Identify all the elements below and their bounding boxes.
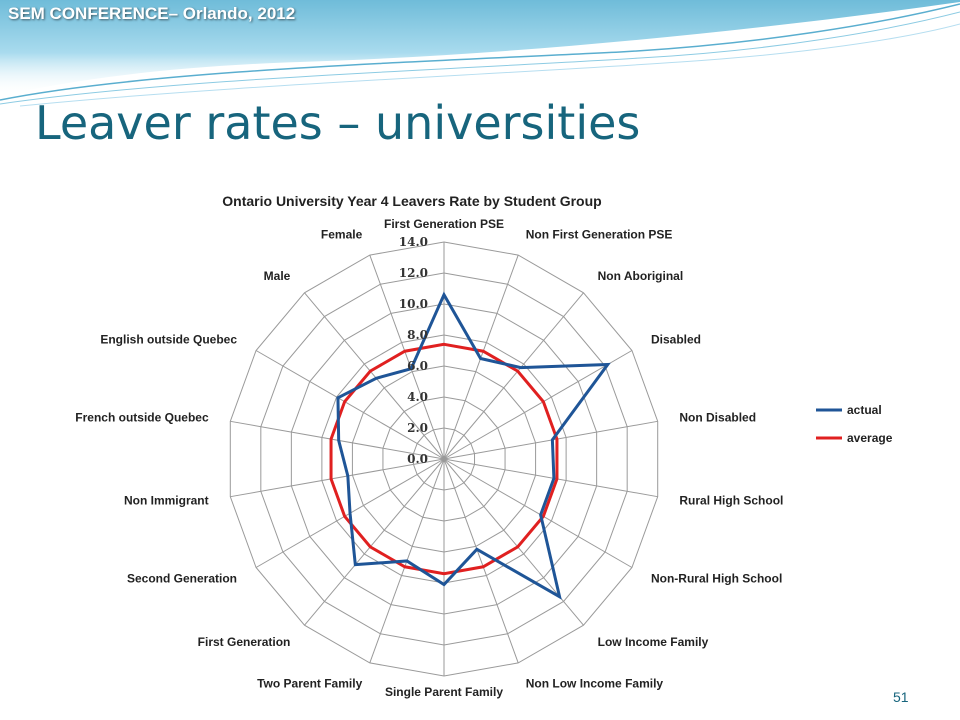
grid-spoke [255, 350, 445, 460]
chart-title: Ontario University Year 4 Leavers Rate b… [222, 193, 601, 209]
grid-spoke [230, 458, 445, 498]
grid-spoke [443, 458, 584, 626]
tick-label: 4.0 [407, 390, 428, 404]
page-number: 51 [893, 689, 909, 705]
tick-label: 6.0 [407, 359, 428, 373]
radial-ticks: 0.0 2.0 4.0 6.0 8.0 10.0 12.0 14.0 [399, 235, 428, 466]
tick-label: 8.0 [407, 328, 428, 342]
grid-spoke [443, 458, 658, 498]
tick-label: 12.0 [399, 266, 428, 280]
grid-spoke [443, 458, 633, 568]
slide-title: Leaver rates – universities [35, 96, 641, 150]
category-label: First Generation [198, 635, 291, 649]
category-label: Non Low Income Family [526, 677, 664, 691]
grid-spoke [230, 420, 445, 460]
category-label: Single Parent Family [385, 685, 503, 699]
grid-spoke [443, 458, 519, 664]
category-label: English outside Quebec [100, 333, 237, 347]
category-label: Two Parent Family [257, 677, 362, 691]
category-label: Non Disabled [679, 410, 756, 424]
category-label: First Generation PSE [384, 217, 504, 231]
category-label: Non-Rural High School [651, 572, 782, 586]
radar-grid [229, 241, 659, 677]
conference-title: SEM CONFERENCE– Orlando, 2012 [8, 4, 296, 23]
legend-label: actual [847, 403, 882, 417]
category-label: Non Aboriginal [598, 269, 684, 283]
category-label: Disabled [651, 333, 701, 347]
tick-label: 14.0 [399, 235, 428, 249]
grid-spoke [443, 292, 584, 460]
category-label: Non First Generation PSE [526, 227, 673, 241]
grid-spoke [369, 254, 445, 460]
legend: actual average [816, 403, 893, 445]
category-label: Non Immigrant [124, 494, 209, 508]
grid-spoke [443, 420, 658, 460]
grid-spoke [443, 350, 633, 460]
category-label: Second Generation [127, 572, 237, 586]
tick-label: 2.0 [407, 421, 428, 435]
category-label: Low Income Family [598, 635, 709, 649]
category-label: French outside Quebec [75, 410, 209, 424]
grid-spoke [304, 458, 445, 626]
grid-spoke [304, 292, 445, 460]
category-labels: First Generation PSE Non First Generation… [75, 217, 783, 699]
tick-label: 10.0 [399, 297, 428, 311]
series-layer [329, 291, 611, 600]
category-label: Female [321, 227, 363, 241]
header-banner [0, 0, 960, 107]
series-average [329, 342, 559, 576]
category-label: Rural High School [679, 494, 783, 508]
category-label: Male [264, 269, 291, 283]
legend-label: average [847, 431, 893, 445]
series-actual [336, 291, 611, 600]
tick-label: 0.0 [407, 452, 428, 466]
